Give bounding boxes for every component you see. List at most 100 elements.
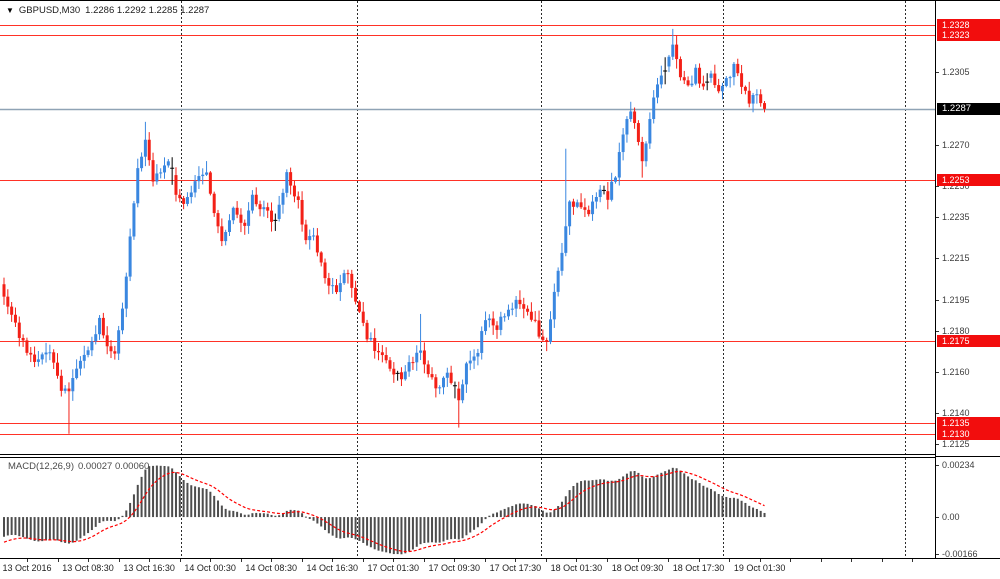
price-tick-label: 1.2250	[942, 180, 970, 191]
macd-histogram-bar	[259, 513, 262, 518]
candle-body	[13, 314, 17, 323]
symbol-dropdown-icon[interactable]: ▼	[6, 5, 14, 15]
candle-body	[678, 59, 682, 78]
candle-body	[461, 384, 465, 401]
macd-histogram-bar	[690, 479, 693, 518]
macd-histogram-bar	[255, 512, 258, 518]
candle-body	[327, 278, 331, 286]
macd-histogram-bar	[64, 517, 67, 543]
candle-body	[312, 235, 316, 237]
candle-body	[751, 94, 755, 104]
candle-body	[136, 168, 140, 204]
candle-body	[201, 174, 205, 177]
macd-histogram-bar	[713, 491, 716, 518]
macd-histogram-bar	[301, 513, 304, 518]
macd-histogram-bar	[622, 476, 625, 518]
macd-histogram-bar	[457, 517, 460, 540]
candle-body	[346, 273, 350, 275]
macd-histogram-bar	[392, 517, 395, 555]
candle-body	[105, 335, 109, 347]
macd-histogram-bar	[515, 504, 518, 518]
time-tick-mark	[149, 559, 151, 562]
candle-body	[227, 220, 231, 233]
candle-body	[407, 362, 411, 372]
candle-body	[701, 83, 705, 87]
macd-histogram-bar	[220, 505, 223, 518]
macd-histogram-bar	[67, 517, 70, 544]
candle-body	[243, 222, 247, 226]
macd-histogram-bar	[484, 517, 487, 520]
candle-body	[518, 299, 522, 305]
candle-body	[315, 235, 319, 253]
macd-histogram-bar	[450, 517, 453, 540]
macd-histogram-bar	[446, 517, 449, 540]
time-tick-mark	[88, 559, 89, 562]
candle-body	[587, 209, 591, 215]
candle-body	[124, 276, 128, 309]
macd-histogram-bar	[129, 502, 132, 518]
candle-body	[205, 172, 209, 175]
candle-body	[143, 139, 147, 157]
price-chart-pane[interactable]	[0, 1, 935, 454]
price-tick-mark	[936, 413, 939, 415]
macd-histogram-bar	[366, 517, 369, 546]
candle-body	[579, 202, 583, 208]
candle-body	[56, 362, 60, 376]
macd-histogram-bar	[610, 480, 613, 518]
macd-histogram-bar	[488, 515, 491, 518]
candle-body	[67, 388, 71, 392]
macd-histogram-bar	[228, 510, 231, 518]
candle-body	[640, 141, 644, 162]
macd-histogram-bar	[18, 517, 21, 537]
pane-divider-bottom[interactable]	[0, 457, 935, 458]
candle-body	[568, 201, 572, 227]
macd-histogram-bar	[522, 503, 525, 518]
macd-histogram-bar	[339, 517, 342, 539]
candle-body	[445, 372, 449, 378]
macd-name-label: MACD(12,26,9)	[8, 461, 74, 472]
macd-histogram-bar	[232, 510, 235, 518]
macd-histogram-bar	[350, 517, 353, 538]
macd-histogram-bar	[568, 490, 571, 518]
macd-histogram-bar	[217, 500, 220, 518]
time-tick-mark	[912, 559, 914, 562]
candle-body	[617, 152, 621, 178]
time-scale-axis[interactable]: 13 Oct 2016 13 Oct 08:30 13 Oct 16:30 14 Oc…	[0, 559, 1000, 579]
candle-body	[491, 318, 495, 326]
price-scale-axis[interactable]: 1.2305 1.2270 1.2250 1.2235 1.2215 1.2195 1.21…	[935, 1, 1000, 559]
candle-body	[549, 319, 553, 342]
candle-body	[159, 172, 163, 174]
macd-histogram-bar	[178, 476, 181, 518]
candle-body	[338, 283, 342, 293]
macd-histogram-bar	[381, 517, 384, 552]
price-tick-mark	[936, 144, 939, 146]
macd-histogram-bar	[687, 476, 690, 518]
macd-histogram-bar	[312, 517, 315, 521]
candle-body	[422, 350, 426, 365]
macd-indicator-pane[interactable]	[0, 458, 935, 558]
macd-histogram-bar	[186, 482, 189, 518]
macd-histogram-bar	[247, 514, 250, 518]
macd-histogram-bar	[572, 486, 575, 518]
macd-histogram-bar	[79, 517, 82, 539]
macd-histogram-bar	[557, 506, 560, 518]
candle-body	[48, 352, 52, 354]
price-tick-label: 1.2235	[942, 211, 970, 222]
time-tick-mark	[759, 559, 761, 562]
price-tick-label: 1.2305	[942, 67, 970, 78]
macd-histogram-bar	[469, 517, 472, 533]
macd-histogram-bar	[411, 517, 414, 550]
macd-histogram-bar	[90, 517, 93, 531]
candle-body	[197, 176, 201, 182]
candle-body	[709, 73, 713, 78]
candle-body	[266, 207, 270, 211]
macd-histogram-bar	[683, 473, 686, 518]
price-tick-mark	[936, 330, 939, 332]
macd-histogram-bar	[660, 472, 663, 518]
macd-histogram-bar	[419, 517, 422, 545]
macd-histogram-bar	[564, 496, 567, 518]
macd-histogram-bar	[763, 512, 766, 518]
macd-histogram-bar	[369, 517, 372, 548]
candle-body	[426, 364, 430, 375]
price-tick-mark	[936, 185, 939, 187]
